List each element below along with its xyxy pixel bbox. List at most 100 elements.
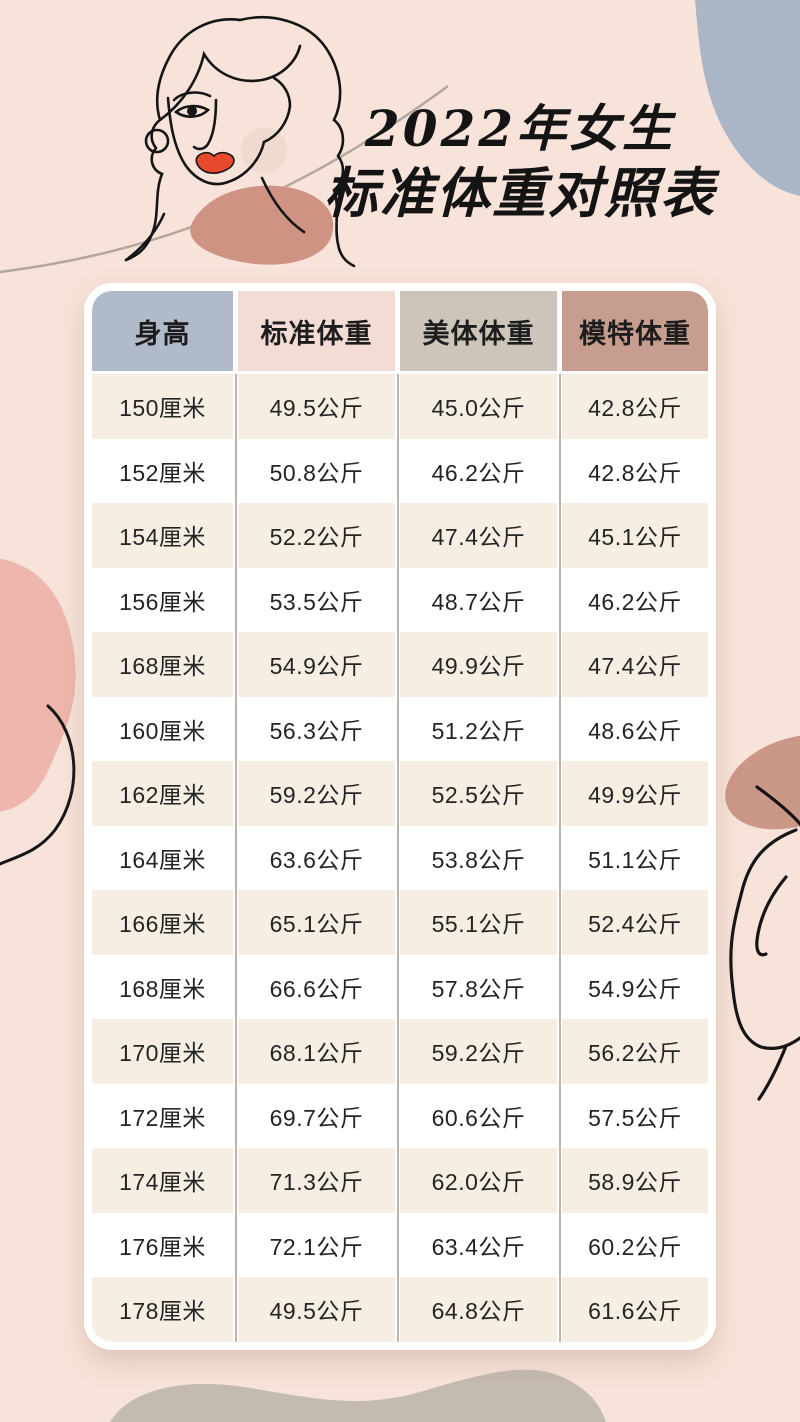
height-cell: 168厘米 — [92, 632, 233, 697]
weight-cell: 56.3公斤 — [238, 696, 395, 761]
weight-cell: 50.8公斤 — [238, 438, 395, 503]
table-row: 156厘米 53.5公斤 48.7公斤 46.2公斤 — [92, 567, 708, 632]
weight-cell: 64.8公斤 — [400, 1277, 557, 1342]
weight-cell: 61.6公斤 — [562, 1277, 708, 1342]
weight-cell: 46.2公斤 — [400, 438, 557, 503]
column-divider-3 — [558, 374, 561, 1342]
weight-cell: 58.9公斤 — [562, 1148, 708, 1213]
woman-face-line-art-icon — [124, 16, 356, 268]
weight-cell: 72.1公斤 — [238, 1212, 395, 1277]
blob-top-right — [695, 0, 800, 196]
weight-table-card: 身高 标准体重 美体体重 模特体重 150厘米 49.5公斤 45.0公斤 42.8公斤 15… — [84, 283, 716, 1350]
weight-cell: 46.2公斤 — [562, 567, 708, 632]
height-cell: 160厘米 — [92, 696, 233, 761]
blob-bottom — [110, 1369, 606, 1422]
height-cell: 164厘米 — [92, 825, 233, 890]
weight-cell: 42.8公斤 — [562, 438, 708, 503]
weight-cell: 57.8公斤 — [400, 954, 557, 1019]
weight-cell: 62.0公斤 — [400, 1148, 557, 1213]
weight-cell: 54.9公斤 — [238, 632, 395, 697]
weight-cell: 60.2公斤 — [562, 1212, 708, 1277]
weight-cell: 59.2公斤 — [238, 761, 395, 826]
weight-cell: 51.2公斤 — [400, 696, 557, 761]
weight-cell: 52.5公斤 — [400, 761, 557, 826]
blob-left — [0, 558, 76, 812]
height-cell: 154厘米 — [92, 503, 233, 568]
weight-cell: 51.1公斤 — [562, 825, 708, 890]
body-line-art-icon — [729, 785, 800, 1101]
blob-right — [725, 734, 800, 830]
height-cell: 152厘米 — [92, 438, 233, 503]
height-cell: 162厘米 — [92, 761, 233, 826]
weight-cell: 49.5公斤 — [238, 374, 395, 439]
weight-cell: 63.6公斤 — [238, 825, 395, 890]
weight-cell: 53.8公斤 — [400, 825, 557, 890]
weight-cell: 47.4公斤 — [400, 503, 557, 568]
header-cell-2: 美体体重 — [400, 291, 557, 371]
title-line-2: 标准体重对照表 — [324, 161, 716, 225]
weight-cell: 48.6公斤 — [562, 696, 708, 761]
weight-cell: 42.8公斤 — [562, 374, 708, 439]
weight-cell: 45.1公斤 — [562, 503, 708, 568]
weight-cell: 56.2公斤 — [562, 1019, 708, 1084]
lips-icon — [195, 151, 235, 174]
table-row: 170厘米 68.1公斤 59.2公斤 56.2公斤 — [92, 1019, 708, 1084]
header-cell-3: 模特体重 — [562, 291, 708, 371]
weight-cell: 66.6公斤 — [238, 954, 395, 1019]
weight-cell: 45.0公斤 — [400, 374, 557, 439]
weight-cell: 52.2公斤 — [238, 503, 395, 568]
height-cell: 156厘米 — [92, 567, 233, 632]
weight-cell: 59.2公斤 — [400, 1019, 557, 1084]
table-row: 176厘米 72.1公斤 63.4公斤 60.2公斤 — [92, 1212, 708, 1277]
table-row: 152厘米 50.8公斤 46.2公斤 42.8公斤 — [92, 438, 708, 503]
height-cell: 166厘米 — [92, 890, 233, 955]
column-divider-2 — [396, 374, 399, 1342]
table-row: 168厘米 66.6公斤 57.8公斤 54.9公斤 — [92, 954, 708, 1019]
table-row: 172厘米 69.7公斤 60.6公斤 57.5公斤 — [92, 1083, 708, 1148]
weight-cell: 48.7公斤 — [400, 567, 557, 632]
height-cell: 170厘米 — [92, 1019, 233, 1084]
weight-cell: 60.6公斤 — [400, 1083, 557, 1148]
weight-cell: 53.5公斤 — [238, 567, 395, 632]
weight-cell: 55.1公斤 — [400, 890, 557, 955]
weight-cell: 49.5公斤 — [238, 1277, 395, 1342]
header-cell-0: 身高 — [92, 291, 233, 371]
table-row: 150厘米 49.5公斤 45.0公斤 42.8公斤 — [92, 374, 708, 439]
table-row: 160厘米 56.3公斤 51.2公斤 48.6公斤 — [92, 696, 708, 761]
height-cell: 168厘米 — [92, 954, 233, 1019]
table-row: 178厘米 49.5公斤 64.8公斤 61.6公斤 — [92, 1277, 708, 1342]
table-row: 162厘米 59.2公斤 52.5公斤 49.9公斤 — [92, 761, 708, 826]
height-cell: 176厘米 — [92, 1212, 233, 1277]
weight-cell: 57.5公斤 — [562, 1083, 708, 1148]
weight-cell: 47.4公斤 — [562, 632, 708, 697]
table-row: 166厘米 65.1公斤 55.1公斤 52.4公斤 — [92, 890, 708, 955]
weight-cell: 49.9公斤 — [562, 761, 708, 826]
face-back-blob — [190, 185, 334, 265]
title-line-1: 2022年女生 — [364, 99, 676, 158]
height-cell: 172厘米 — [92, 1083, 233, 1148]
table-row: 174厘米 71.3公斤 62.0公斤 58.9公斤 — [92, 1148, 708, 1213]
weight-cell: 69.7公斤 — [238, 1083, 395, 1148]
left-arc-line — [0, 704, 76, 866]
poster-title: 2022年女生 标准体重对照表 — [310, 98, 730, 226]
cheek-faint-circle — [241, 127, 287, 173]
weight-cell: 65.1公斤 — [238, 890, 395, 955]
table-body: 150厘米 49.5公斤 45.0公斤 42.8公斤 152厘米 50.8公斤 46.2公斤… — [92, 374, 708, 1342]
header-cell-1: 标准体重 — [238, 291, 395, 371]
weight-cell: 71.3公斤 — [238, 1148, 395, 1213]
weight-cell: 52.4公斤 — [562, 890, 708, 955]
weight-cell: 68.1公斤 — [238, 1019, 395, 1084]
weight-cell: 63.4公斤 — [400, 1212, 557, 1277]
weight-cell: 49.9公斤 — [400, 632, 557, 697]
column-divider-1 — [234, 374, 237, 1342]
table-row: 168厘米 54.9公斤 49.9公斤 47.4公斤 — [92, 632, 708, 697]
height-cell: 150厘米 — [92, 374, 233, 439]
table-header-row: 身高 标准体重 美体体重 模特体重 — [92, 291, 708, 371]
table-row: 164厘米 63.6公斤 53.8公斤 51.1公斤 — [92, 825, 708, 890]
height-cell: 178厘米 — [92, 1277, 233, 1342]
height-cell: 174厘米 — [92, 1148, 233, 1213]
table-row: 154厘米 52.2公斤 47.4公斤 45.1公斤 — [92, 503, 708, 568]
weight-cell: 54.9公斤 — [562, 954, 708, 1019]
